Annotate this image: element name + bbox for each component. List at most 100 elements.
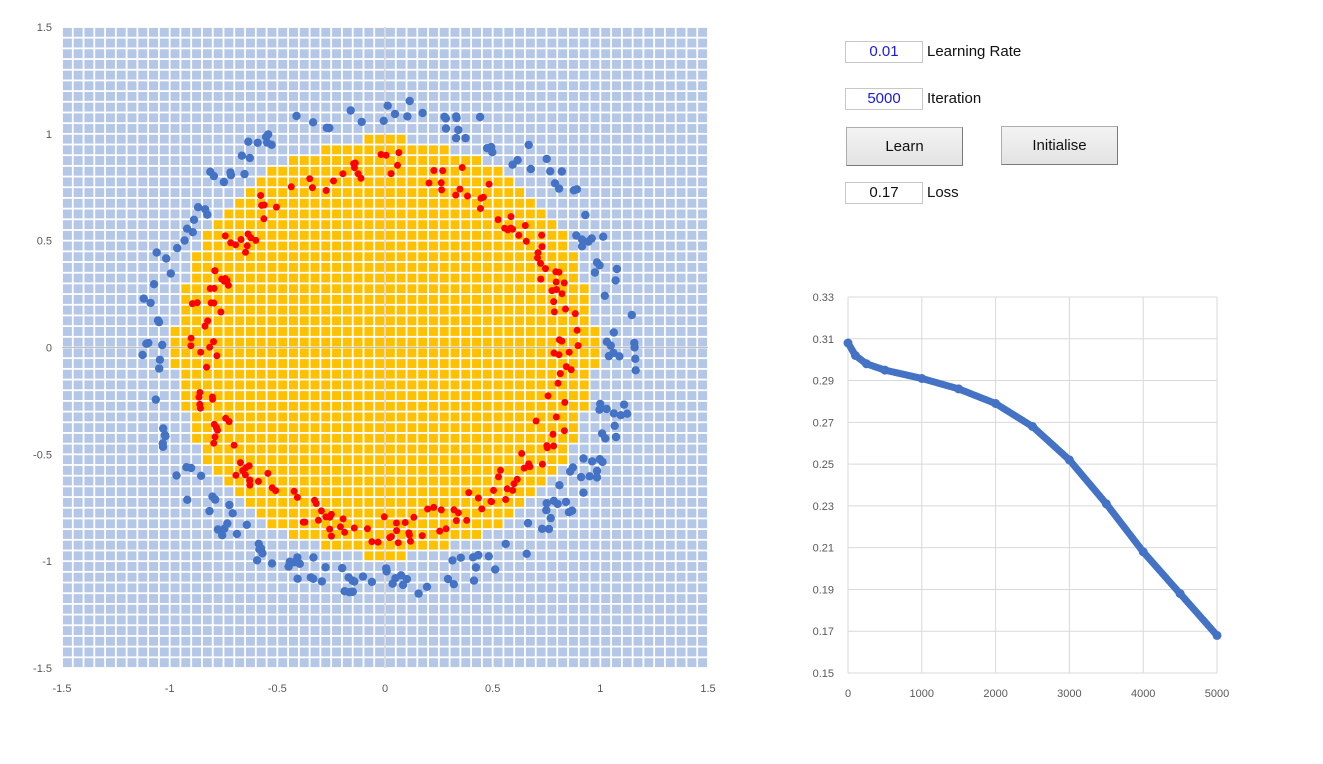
region-cell xyxy=(73,551,83,561)
region-cell xyxy=(687,294,697,304)
region-cell xyxy=(245,145,255,155)
region-cell xyxy=(95,156,105,165)
region-cell-inside xyxy=(342,444,352,454)
region-cell xyxy=(547,209,557,219)
region-cell-inside xyxy=(202,241,212,251)
region-cell-inside xyxy=(493,348,503,358)
region-cell xyxy=(62,327,72,336)
region-cell-inside xyxy=(332,369,342,379)
region-cell xyxy=(149,27,158,37)
outer-point xyxy=(267,559,277,568)
region-cell-inside xyxy=(450,444,460,454)
region-cell xyxy=(676,209,686,219)
region-cell-inside xyxy=(504,273,514,283)
region-cell xyxy=(482,38,492,48)
region-cell xyxy=(149,273,158,283)
region-cell xyxy=(601,348,611,358)
region-cell xyxy=(235,59,245,69)
region-cell xyxy=(353,594,363,603)
region-cell-inside xyxy=(472,423,481,433)
region-cell xyxy=(149,327,158,336)
inner-point xyxy=(237,236,245,243)
region-cell xyxy=(590,540,600,550)
region-cell xyxy=(73,305,83,315)
region-cell xyxy=(159,369,169,379)
region-cell xyxy=(428,81,438,91)
region-cell xyxy=(84,423,94,433)
region-cell xyxy=(116,241,126,251)
region-cell xyxy=(342,81,352,91)
region-cell xyxy=(127,465,137,475)
region-cell xyxy=(127,455,137,465)
region-cell xyxy=(655,391,665,401)
region-cell xyxy=(192,540,202,550)
outer-point xyxy=(189,215,199,224)
region-cell xyxy=(612,551,621,561)
region-cell xyxy=(590,230,600,240)
region-cell xyxy=(655,294,665,304)
region-cell xyxy=(515,134,525,144)
region-cell xyxy=(687,327,697,336)
region-cell xyxy=(170,316,180,326)
region-cell xyxy=(472,49,481,59)
region-cell xyxy=(676,166,686,176)
region-cell xyxy=(655,220,665,230)
region-cell xyxy=(116,604,126,614)
region-cell xyxy=(159,540,169,550)
region-cell xyxy=(665,316,675,326)
region-cell xyxy=(267,647,277,657)
region-cell xyxy=(698,615,708,625)
region-cell-inside xyxy=(407,348,417,358)
region-cell xyxy=(698,476,708,486)
region-cell xyxy=(116,636,126,646)
region-cell xyxy=(536,551,546,561)
region-cell xyxy=(105,81,115,91)
region-cell-inside xyxy=(235,230,245,240)
region-cell-inside xyxy=(418,412,428,422)
region-cell xyxy=(159,636,169,646)
learning-rate-input[interactable]: 0.01 xyxy=(845,41,923,63)
region-cell xyxy=(127,647,137,657)
region-cell xyxy=(687,177,697,187)
region-cell xyxy=(579,551,589,561)
region-cell-inside xyxy=(267,305,277,315)
region-cell-inside xyxy=(450,530,460,539)
region-cell xyxy=(138,604,148,614)
region-cell xyxy=(590,209,600,219)
region-cell-inside xyxy=(224,262,234,272)
region-cell xyxy=(612,92,621,101)
region-cell xyxy=(62,134,72,144)
region-cell xyxy=(418,102,428,112)
region-cell xyxy=(159,508,169,518)
region-cell-inside xyxy=(278,401,288,411)
region-cell xyxy=(698,81,708,91)
region-cell-inside xyxy=(482,497,492,507)
inner-point xyxy=(336,523,344,531)
region-cell-inside xyxy=(278,284,288,294)
initialise-button[interactable]: Initialise xyxy=(1001,126,1118,165)
region-cell-inside xyxy=(536,476,546,486)
region-cell xyxy=(493,540,503,550)
inner-point xyxy=(236,459,244,467)
region-cell xyxy=(428,134,438,144)
region-cell xyxy=(493,583,503,593)
region-cell-inside xyxy=(461,209,471,219)
iteration-input[interactable]: 5000 xyxy=(845,88,923,110)
region-cell-inside xyxy=(375,252,385,262)
region-cell-inside xyxy=(353,316,363,326)
region-cell xyxy=(202,220,212,230)
region-cell-inside xyxy=(332,412,342,422)
region-cell-inside xyxy=(525,433,535,443)
region-cell xyxy=(170,369,180,379)
inner-point xyxy=(560,279,568,287)
region-cell-inside xyxy=(267,476,277,486)
region-cell xyxy=(558,134,568,144)
region-cell xyxy=(73,423,83,433)
region-cell xyxy=(655,327,665,336)
outer-point xyxy=(468,553,478,562)
inner-point xyxy=(474,494,482,502)
region-cell xyxy=(159,166,169,176)
learn-button[interactable]: Learn xyxy=(846,127,963,166)
region-cell xyxy=(665,124,675,133)
region-cell xyxy=(159,145,169,155)
